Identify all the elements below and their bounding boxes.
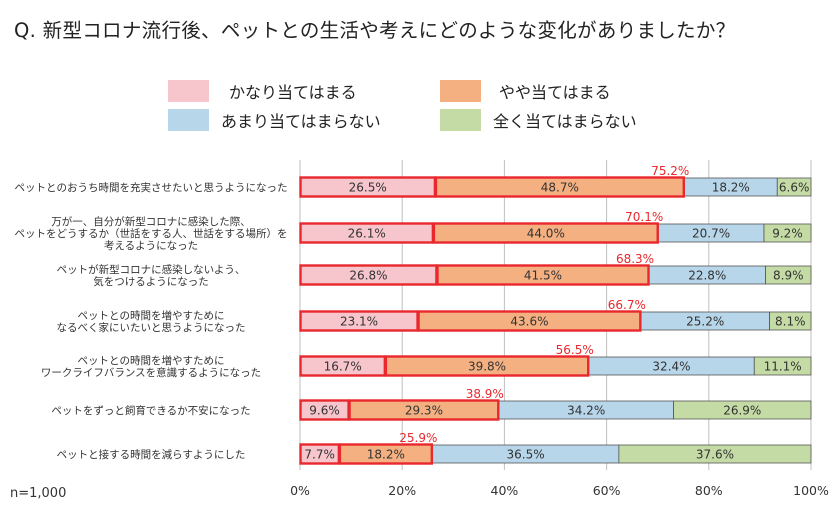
x-tick-label: 100% — [793, 483, 829, 498]
highlight-box — [338, 443, 434, 465]
highlight-total-label: 38.9% — [466, 387, 504, 401]
category-label: なるべく家にいたいと思うようになった — [57, 321, 246, 334]
bar-value-label: 26.5% — [349, 181, 387, 195]
legend-item-not-applicable: 全く当てはまらない — [440, 109, 637, 131]
bar-value-label: 37.6% — [696, 448, 734, 462]
bar-value-label: 44.0% — [527, 227, 565, 241]
category-label: ペットとの時間を増やすために — [78, 309, 225, 322]
bar-value-label: 34.2% — [567, 404, 605, 418]
highlight-box — [348, 399, 500, 421]
category-label: ペットとのおうち時間を充実させたいと思うようになった — [15, 181, 288, 194]
bar-value-label: 36.5% — [507, 448, 545, 462]
bar-segment — [765, 265, 812, 285]
bar-segment — [763, 223, 812, 243]
category-label: ペットをどうするか（世話をする人、世話をする場所）を — [15, 227, 288, 240]
bar-value-label: 22.8% — [688, 269, 726, 283]
bar-value-label: 23.1% — [340, 315, 378, 329]
x-tick-label: 0% — [290, 483, 310, 498]
chart-title: Q. 新型コロナ流行後、ペットとの生活や考えにどのような変化がありましたか？ — [14, 19, 736, 42]
highlight-total-label: 68.3% — [616, 252, 654, 266]
highlight-total-label: 70.1% — [625, 210, 663, 224]
legend-swatch-very-applicable — [168, 80, 209, 102]
bar-segment — [776, 177, 812, 197]
bar-segment — [769, 311, 812, 331]
bar-value-label: 39.8% — [468, 360, 506, 374]
highlight-total-label: 75.2% — [651, 164, 689, 178]
bar-value-label: 8.1% — [775, 315, 806, 329]
category-label: ペットをずっと飼育できるか不安になった — [51, 404, 250, 417]
legend-item-somewhat-applicable: やや当てはまる — [440, 80, 611, 102]
bar-value-label: 8.9% — [773, 269, 804, 283]
category-label: 考えるようになった — [104, 240, 198, 252]
bar-value-label: 6.6% — [779, 181, 810, 195]
bar-value-label: 26.1% — [348, 227, 386, 241]
x-tick-label: 20% — [388, 483, 416, 498]
bar-value-label: 32.4% — [652, 360, 690, 374]
category-label: ペットが新型コロナに感染しないよう、 — [57, 263, 246, 276]
bar-value-label: 18.2% — [367, 448, 405, 462]
legend-swatch-not-very-applicable — [168, 109, 209, 131]
bar-value-label: 48.7% — [541, 181, 579, 195]
bar-value-label: 11.1% — [764, 360, 802, 374]
bar-value-label: 9.6% — [309, 404, 340, 418]
highlight-box — [384, 355, 590, 377]
bar-segment — [673, 400, 812, 420]
bar-value-label: 29.3% — [405, 404, 443, 418]
highlight-total-label: 56.5% — [556, 343, 594, 357]
bar-value-label: 25.2% — [686, 315, 724, 329]
bar-value-label: 20.7% — [692, 227, 730, 241]
legend-label-not-very-applicable: あまり当てはまらない — [221, 112, 381, 131]
bar-segment — [618, 444, 812, 464]
highlight-total-label: 66.7% — [608, 298, 646, 312]
sample-size-note: n=1,000 — [10, 486, 67, 501]
category-label: 万が一、自分が新型コロナに感染した際、 — [51, 215, 251, 228]
bar-value-label: 18.2% — [712, 181, 750, 195]
legend-swatch-not-applicable — [440, 109, 481, 131]
legend-label-not-applicable: 全く当てはまらない — [493, 112, 637, 131]
bar-value-label: 41.5% — [524, 269, 562, 283]
x-tick-label: 60% — [593, 483, 621, 498]
bar-value-label: 16.7% — [324, 360, 362, 374]
highlight-box — [417, 310, 642, 332]
category-label: ペットとの時間を増やすために — [78, 354, 225, 367]
legend-label-somewhat-applicable: やや当てはまる — [499, 83, 611, 102]
legend-item-not-very-applicable: あまり当てはまらない — [168, 109, 381, 131]
category-label: 気をつけるようになった — [93, 275, 209, 288]
legend-label-very-applicable: かなり当てはまる — [229, 83, 357, 102]
category-label: ワークライフバランスを意識するようになった — [41, 366, 261, 379]
bar-value-label: 26.8% — [349, 269, 387, 283]
highlight-box — [436, 264, 650, 286]
bar-value-label: 26.9% — [723, 404, 761, 418]
legend-item-very-applicable: かなり当てはまる — [168, 80, 357, 102]
bar-value-label: 9.2% — [772, 227, 803, 241]
highlight-box — [432, 222, 659, 244]
category-label: ペットと接する時間を減らすようにした — [57, 448, 246, 461]
bar-segment — [753, 356, 812, 376]
highlight-total-label: 25.9% — [399, 431, 437, 445]
x-tick-label: 80% — [695, 483, 723, 498]
x-tick-label: 40% — [491, 483, 519, 498]
bar-value-label: 7.7% — [304, 448, 335, 462]
highlight-box — [434, 176, 685, 198]
bar-value-label: 43.6% — [510, 315, 548, 329]
legend-swatch-somewhat-applicable — [440, 80, 481, 102]
